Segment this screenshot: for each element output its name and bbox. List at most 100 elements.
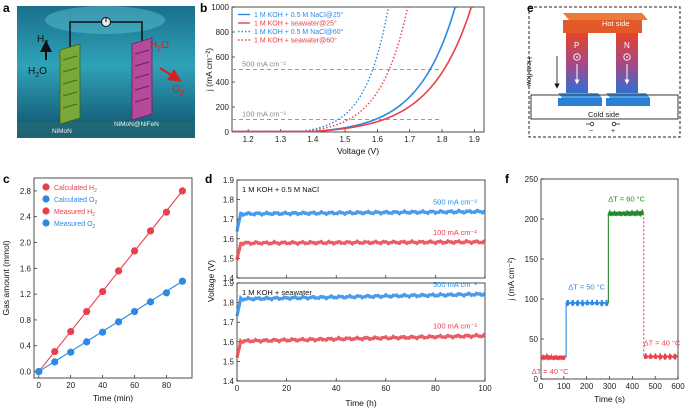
panel-b-chart: b 1.2 1.3 1.4 1.5 1.6 1.7 1.8 1.9 0 200 400 600 800 1… bbox=[200, 1, 485, 156]
anode-electrode bbox=[131, 37, 153, 121]
data-point-H2 bbox=[162, 208, 171, 216]
heat-sink bbox=[530, 94, 679, 120]
x-tick-label: 80 bbox=[162, 381, 171, 390]
voltage-trace bbox=[235, 332, 486, 359]
data-point-O2 bbox=[114, 318, 123, 326]
data-point-H2 bbox=[51, 347, 59, 356]
segment-label: ΔT = 50 °C bbox=[568, 282, 605, 291]
y-tick-label: 1.2 bbox=[20, 290, 32, 299]
y-tick-label: 1.7 bbox=[223, 318, 235, 327]
heat-flow-label: Heat flow bbox=[525, 57, 532, 87]
panel-d-label: d bbox=[205, 172, 212, 186]
voltage-trace bbox=[235, 238, 486, 261]
voltage-trace bbox=[235, 208, 486, 232]
cathode-label: NiMoN bbox=[52, 128, 72, 135]
y-tick-label: 50 bbox=[529, 335, 538, 344]
legend-marker bbox=[42, 207, 50, 215]
data-point-O2 bbox=[67, 348, 75, 356]
y-tick-label: 800 bbox=[216, 28, 230, 37]
x-tick-label: 0 bbox=[539, 382, 544, 391]
hot-plate bbox=[563, 20, 642, 33]
x-tick-label: 400 bbox=[626, 382, 640, 391]
x-tick-label: 1.5 bbox=[340, 135, 352, 144]
legend-label: Measured O2 bbox=[54, 221, 96, 230]
cold-plate-left bbox=[558, 98, 602, 106]
y-tick-label: 1.9 bbox=[223, 279, 235, 288]
y-tick-label: 0.0 bbox=[20, 368, 32, 377]
legend-label: Calculated H2 bbox=[54, 185, 97, 194]
legend-label: 1 M KOH + seawater@60° bbox=[254, 37, 337, 45]
reference-line-label: 500 mA cm⁻² bbox=[242, 60, 286, 69]
y-axis-label: Voltage (V) bbox=[206, 260, 216, 302]
hot-side-label: Hot side bbox=[602, 19, 630, 28]
panel-f-label: f bbox=[505, 172, 510, 186]
voltage-trace bbox=[235, 291, 486, 317]
hot-plate-top bbox=[563, 13, 648, 20]
n-leg bbox=[616, 33, 638, 93]
electron-carrier-icon bbox=[623, 53, 631, 61]
trace-label: 100 mA cm⁻² bbox=[433, 228, 477, 237]
y-tick-label: 0.8 bbox=[20, 316, 32, 325]
plot-frame bbox=[540, 178, 679, 380]
data-point-O2 bbox=[162, 289, 171, 297]
legend-marker bbox=[42, 183, 50, 191]
legend-label: 1 M KOH + 0.5 M NaCl@25° bbox=[254, 11, 344, 19]
x-tick-label: 60 bbox=[381, 384, 390, 393]
trace-label: 100 mA cm⁻² bbox=[433, 322, 477, 331]
reference-line-label: 100 mA cm⁻² bbox=[242, 110, 286, 119]
segment-label: ΔT = 40 °C bbox=[532, 367, 569, 376]
x-axis-label: Time (s) bbox=[594, 394, 625, 404]
o2-label: O2 bbox=[172, 84, 184, 97]
x-tick-label: 80 bbox=[431, 384, 440, 393]
x-tick-label: 0 bbox=[235, 384, 240, 393]
y-tick-label: 1.6 bbox=[223, 338, 235, 347]
y-tick-label: 1.6 bbox=[223, 235, 235, 244]
y-tick-label: 600 bbox=[216, 53, 230, 62]
x-tick-label: 1.3 bbox=[275, 135, 287, 144]
x-axis-label: Time (min) bbox=[93, 393, 133, 403]
panel-a: a bbox=[3, 1, 195, 138]
y-tick-label: 1.5 bbox=[223, 357, 235, 366]
current-segment bbox=[565, 299, 609, 308]
cold-plate-right bbox=[606, 98, 650, 106]
x-tick-label: 1.4 bbox=[307, 135, 319, 144]
x-axis-label: Voltage (V) bbox=[337, 146, 379, 156]
segment-label: ΔT = 60 °C bbox=[608, 194, 645, 203]
data-point-H2 bbox=[99, 287, 107, 296]
n-label: N bbox=[624, 41, 630, 50]
x-tick-label: 40 bbox=[332, 384, 341, 393]
subplot-title: 1 M KOH + 0.5 M NaCl bbox=[242, 185, 319, 194]
data-point-H2 bbox=[67, 327, 75, 336]
data-point-O2 bbox=[83, 338, 91, 346]
h2-label: H2 bbox=[37, 34, 48, 47]
h2o-right-label: H2O bbox=[150, 40, 169, 53]
x-tick-label: 60 bbox=[130, 381, 139, 390]
x-tick-label: 20 bbox=[66, 381, 75, 390]
y-tick-label: 200 bbox=[525, 215, 539, 224]
legend-label: Measured H2 bbox=[54, 209, 95, 218]
panel-f-chart: f 0 100 200 300 400 500 600 0 50 100 150 200 250 Time… bbox=[505, 172, 685, 404]
data-point-O2 bbox=[130, 307, 139, 316]
data-point-O2 bbox=[35, 367, 43, 376]
p-label: P bbox=[574, 41, 579, 50]
y-tick-label: 2.4 bbox=[20, 213, 32, 222]
current-segment bbox=[607, 208, 645, 218]
plot-frame bbox=[236, 282, 486, 382]
trace-label: 500 mA cm⁻² bbox=[433, 280, 477, 289]
plot-frame bbox=[33, 177, 193, 379]
series-line-2 bbox=[232, 6, 474, 133]
x-tick-label: 100 bbox=[478, 384, 492, 393]
fit-line-H2 bbox=[38, 190, 183, 372]
current-segment bbox=[643, 353, 679, 362]
current-segment bbox=[540, 352, 566, 362]
legend-label: 1 M KOH + seawater@25° bbox=[254, 20, 337, 28]
terminal-minus-icon bbox=[589, 121, 595, 127]
y-tick-label: 400 bbox=[216, 78, 230, 87]
y-tick-label: 1.8 bbox=[223, 196, 235, 205]
data-point-O2 bbox=[146, 298, 155, 306]
y-tick-label: 1.7 bbox=[223, 215, 235, 224]
y-tick-label: 2.8 bbox=[20, 187, 32, 196]
y-tick-label: 200 bbox=[216, 103, 230, 112]
legend-label: Calculated O2 bbox=[54, 197, 97, 206]
legend-label: 1 M KOH + 0.5 M NaCl@60° bbox=[254, 28, 344, 36]
